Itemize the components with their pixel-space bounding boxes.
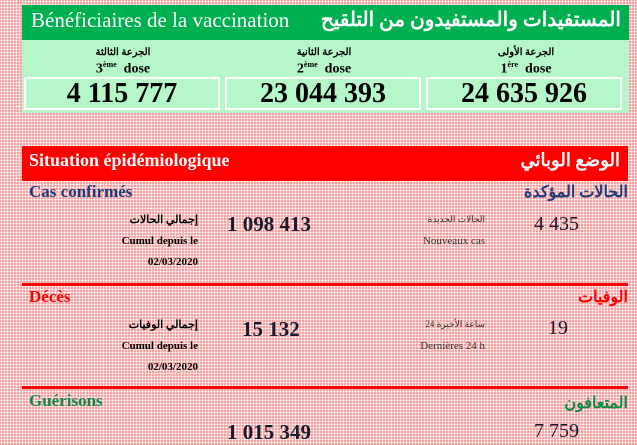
deaths-total: 15 132 — [242, 317, 300, 341]
dose-label-fr: 1ère dose — [500, 60, 552, 77]
confirmed-title-ar: الحالات المؤكدة — [524, 184, 628, 201]
recovered-new: 7 759 — [534, 420, 579, 442]
deaths-title-ar: الوفيات — [578, 289, 628, 306]
dose-1-header: الجرعة الأولى 1ère dose — [427, 40, 625, 78]
confirmed-total-label: إجمالي الحالات Cumul depuis le 02/03/202… — [121, 214, 198, 268]
dose-label-ar: الجرعة الثالثة — [95, 47, 151, 58]
epidemiology-title-ar: الوضع الوبائي — [520, 150, 620, 170]
dose-3-header: الجرعة الثالثة 3ème dose — [24, 40, 222, 78]
epidemiology-title-fr: Situation épidémiologique — [29, 150, 230, 170]
dose-label-ar: الجرعة الأولى — [497, 47, 555, 58]
dose-label-fr: 3ème dose — [95, 60, 151, 77]
deaths-title-fr: Décès — [29, 287, 71, 306]
divider — [22, 283, 628, 286]
recovered-title-ar: المتعافون — [564, 395, 628, 412]
confirmed-new-label: الحالات الجديدة Nouveaux cas — [422, 214, 485, 247]
recovered-title-fr: Guérisons — [29, 391, 103, 410]
vaccination-title-fr: Bénéficiaires de la vaccination — [31, 8, 290, 32]
vaccination-banner: Bénéficiaires de la vaccination المستفيد… — [22, 5, 629, 40]
vaccination-title-ar: المستفيدات والمستفيدون من التلقيح — [320, 9, 621, 31]
dose-label-fr: 2ème dose — [296, 60, 352, 77]
confirmed-total: 1 098 413 — [227, 212, 311, 236]
dose-3-value: 4 115 777 — [24, 77, 220, 110]
divider — [22, 386, 628, 389]
epidemiology-banner: Situation épidémiologique الوضع الوبائي — [22, 146, 628, 181]
deaths-total-label: إجمالي الوفيات Cumul depuis le 02/03/202… — [121, 319, 198, 373]
confirmed-new: 4 435 — [534, 213, 579, 235]
dose-1-value: 24 635 926 — [426, 77, 622, 110]
confirmed-title-fr: Cas confirmés — [29, 182, 133, 201]
deaths-new-label: 24 ساعة الأخيرة Dernières 24 h — [420, 319, 485, 352]
recovered-total: 1 015 349 — [227, 420, 311, 444]
vaccination-panel: الجرعة الثالثة 3ème dose الجرعة الثانية … — [22, 40, 629, 113]
deaths-new: 19 — [548, 317, 568, 339]
dose-2-header: الجرعة الثانية 2ème dose — [225, 40, 423, 78]
dose-label-ar: الجرعة الثانية — [296, 47, 352, 58]
dose-2-value: 23 044 393 — [225, 77, 421, 110]
